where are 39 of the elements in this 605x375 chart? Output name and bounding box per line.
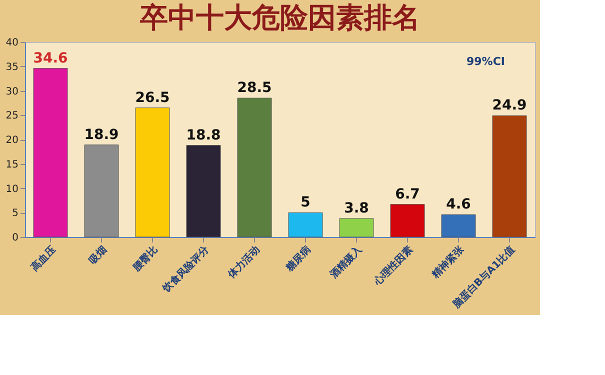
y-tick-label: 25	[6, 110, 18, 122]
y-tick-label: 0	[12, 232, 18, 244]
bar	[492, 115, 527, 238]
x-tick-label: 吸烟	[86, 244, 110, 266]
data-label: 6.7	[395, 186, 420, 202]
data-label: 28.5	[237, 80, 272, 96]
data-label: 34.6	[33, 50, 68, 66]
data-label: 3.8	[344, 200, 369, 216]
data-label: 18.8	[186, 127, 221, 144]
y-tick-label: 40	[6, 38, 18, 48]
data-label: 24.9	[492, 98, 527, 114]
bar	[135, 108, 170, 238]
y-tick-label: 15	[6, 159, 18, 170]
bar	[33, 68, 68, 238]
y-tick-label: 20	[6, 135, 18, 146]
chart-title: 卒中十大危险因素排名	[139, 1, 420, 34]
bar	[288, 212, 323, 238]
bar	[339, 218, 374, 238]
data-label: 4.6	[446, 196, 471, 213]
x-tick-label: 酒精摄入	[326, 243, 365, 282]
x-tick-label: 体力活动	[224, 244, 262, 282]
data-label: 18.9	[84, 126, 119, 143]
data-label: 26.5	[135, 90, 170, 106]
y-tick-label: 35	[6, 62, 18, 73]
bar	[186, 145, 221, 238]
x-tick-label: 心理性因素	[370, 244, 416, 288]
data-label: 5	[300, 194, 310, 211]
bar	[441, 214, 476, 238]
annotation: 99%CI	[466, 55, 505, 68]
y-tick-label: 30	[6, 86, 18, 98]
x-tick-label: 精神紧张	[428, 243, 467, 282]
x-tick-label: 高血压	[28, 244, 58, 274]
y-tick-label: 5	[12, 208, 18, 220]
x-tick-label: 腰臀比	[130, 244, 160, 274]
y-tick-label: 10	[6, 184, 18, 195]
x-tick-label: 饮食风险评分	[160, 243, 212, 296]
x-tick-label: 糖尿病	[282, 244, 314, 274]
bar	[237, 98, 272, 238]
bar	[390, 204, 425, 238]
